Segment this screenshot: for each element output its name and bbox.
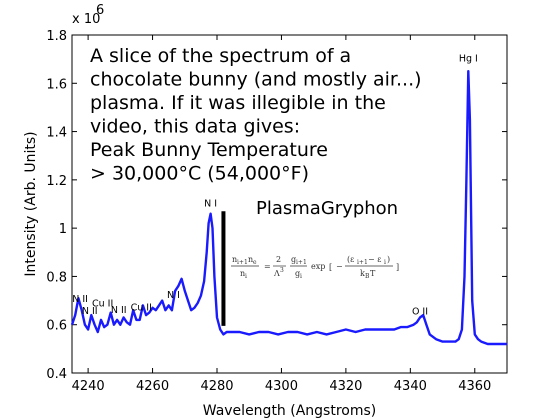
- svg-text:Λ: Λ: [273, 269, 280, 278]
- peak-label: N I: [167, 290, 180, 301]
- annotation-line: chocolate bunny (and mostly air...): [90, 69, 422, 91]
- svg-text:−: −: [336, 262, 343, 271]
- svg-text:exp: exp: [311, 262, 325, 271]
- peak-label: N I: [204, 198, 217, 209]
- y-tick-label: 0.6: [46, 319, 67, 334]
- y-tick-label: 1.8: [46, 29, 67, 44]
- peak-label: Hg I: [459, 54, 478, 65]
- svg-text:i: i: [384, 259, 386, 266]
- svg-text:T: T: [370, 269, 376, 278]
- svg-text:i+1: i+1: [296, 259, 307, 266]
- svg-text:): ): [387, 255, 390, 264]
- x-tick-label: 4240: [72, 379, 105, 394]
- svg-text:=: =: [264, 262, 271, 271]
- svg-text:i+1: i+1: [237, 259, 248, 266]
- x-tick-label: 4260: [136, 379, 169, 394]
- peak-label: Cu II: [131, 303, 152, 314]
- svg-text:]: ]: [396, 263, 399, 272]
- x-axis-label: Wavelength (Angstroms): [203, 403, 377, 419]
- svg-text:n: n: [240, 269, 245, 278]
- plot-frame: [71, 34, 508, 374]
- svg-text:i+1: i+1: [357, 259, 368, 266]
- svg-text:(ε: (ε: [347, 255, 354, 264]
- y-axis-label: Intensity (Arb. Units): [23, 131, 39, 276]
- x-tick-label: 4340: [394, 379, 427, 394]
- svg-text:3: 3: [280, 267, 284, 274]
- peak-label: N II: [82, 306, 98, 317]
- y-tick-label: 1.6: [46, 77, 67, 92]
- spectrum-line: [70, 69, 507, 346]
- peak-label: N II: [111, 305, 127, 316]
- peak-label: Cu II: [92, 299, 113, 310]
- annotation-line: plasma. If it was illegible in the: [90, 92, 386, 114]
- annotation-line: Peak Bunny Temperature: [90, 139, 328, 161]
- x-tick-label: 4300: [265, 379, 298, 394]
- y-tick-label: 1.2: [46, 174, 67, 189]
- svg-text:k: k: [360, 269, 365, 278]
- annotation-line: > 30,000°C (54,000°F): [90, 163, 309, 185]
- svg-text:n: n: [248, 255, 253, 264]
- x-tick-label: 4360: [458, 379, 491, 394]
- y-tick-label: 0.4: [46, 367, 67, 382]
- y-multiplier: x 10: [72, 12, 100, 27]
- svg-text:− ε: − ε: [368, 255, 381, 264]
- x-tick-label: 4320: [329, 379, 362, 394]
- y-multiplier-exponent: 6: [96, 3, 104, 18]
- svg-text:g: g: [295, 269, 300, 278]
- x-tick-label: 4280: [200, 379, 233, 394]
- peak-label: O II: [412, 306, 428, 317]
- svg-text:i: i: [300, 273, 302, 280]
- y-tick-label: 0.8: [46, 270, 67, 285]
- svg-text:2: 2: [276, 255, 281, 264]
- y-tick-label: 1.4: [46, 126, 67, 141]
- svg-text:B: B: [365, 273, 370, 280]
- peak-label: N II: [72, 294, 88, 305]
- svg-text:i: i: [245, 273, 247, 280]
- svg-text:n: n: [232, 255, 237, 264]
- annotation-line: A slice of the spectrum of a: [90, 45, 351, 67]
- svg-text:g: g: [291, 255, 296, 264]
- svg-text:e: e: [253, 259, 257, 266]
- y-tick-label: 1: [59, 222, 67, 237]
- annotation-line: video, this data gives:: [90, 116, 300, 138]
- plot-area: 4240 4260 4280 4300 4320 4340 4360 0.4 0.6 0.8 1 1.…: [23, 3, 508, 419]
- watermark-text: PlasmaGryphon: [256, 198, 398, 219]
- svg-text:[: [: [329, 263, 332, 272]
